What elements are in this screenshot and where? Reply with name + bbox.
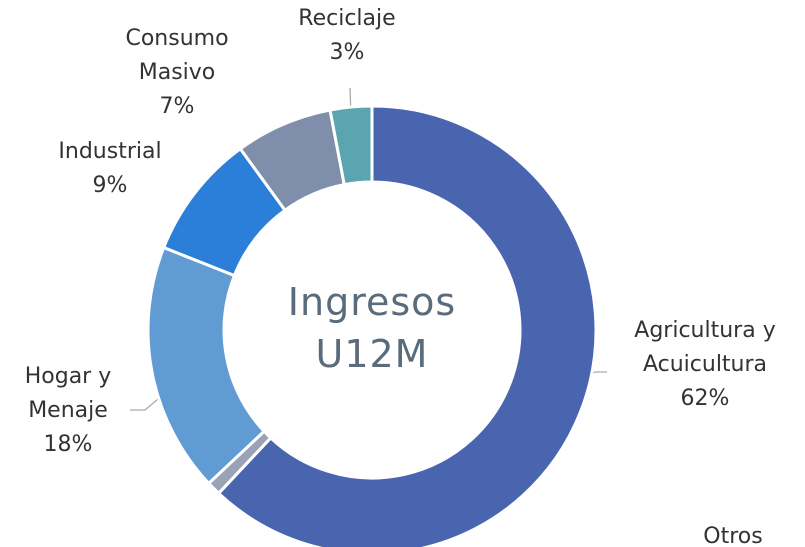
value-label: 9% [93, 173, 128, 198]
donut-slice [146, 245, 267, 486]
slice-label: Industrial [58, 139, 161, 164]
value-label: 18% [44, 432, 93, 457]
slice-label: Reciclaje [298, 6, 395, 31]
donut-slice [216, 104, 598, 547]
slice-label: Hogar y Menaje [25, 364, 112, 423]
slice-label: Agricultura y Acuicultura [634, 318, 775, 377]
donut-slice [328, 104, 374, 187]
chart-title: Ingresos U12M [288, 280, 456, 376]
slice-label: Consumo Masivo [125, 26, 228, 85]
value-label: 7% [160, 94, 195, 119]
value-label: 62% [681, 386, 730, 411]
value-label: 3% [330, 40, 365, 65]
slice-label: Otros [703, 524, 762, 547]
